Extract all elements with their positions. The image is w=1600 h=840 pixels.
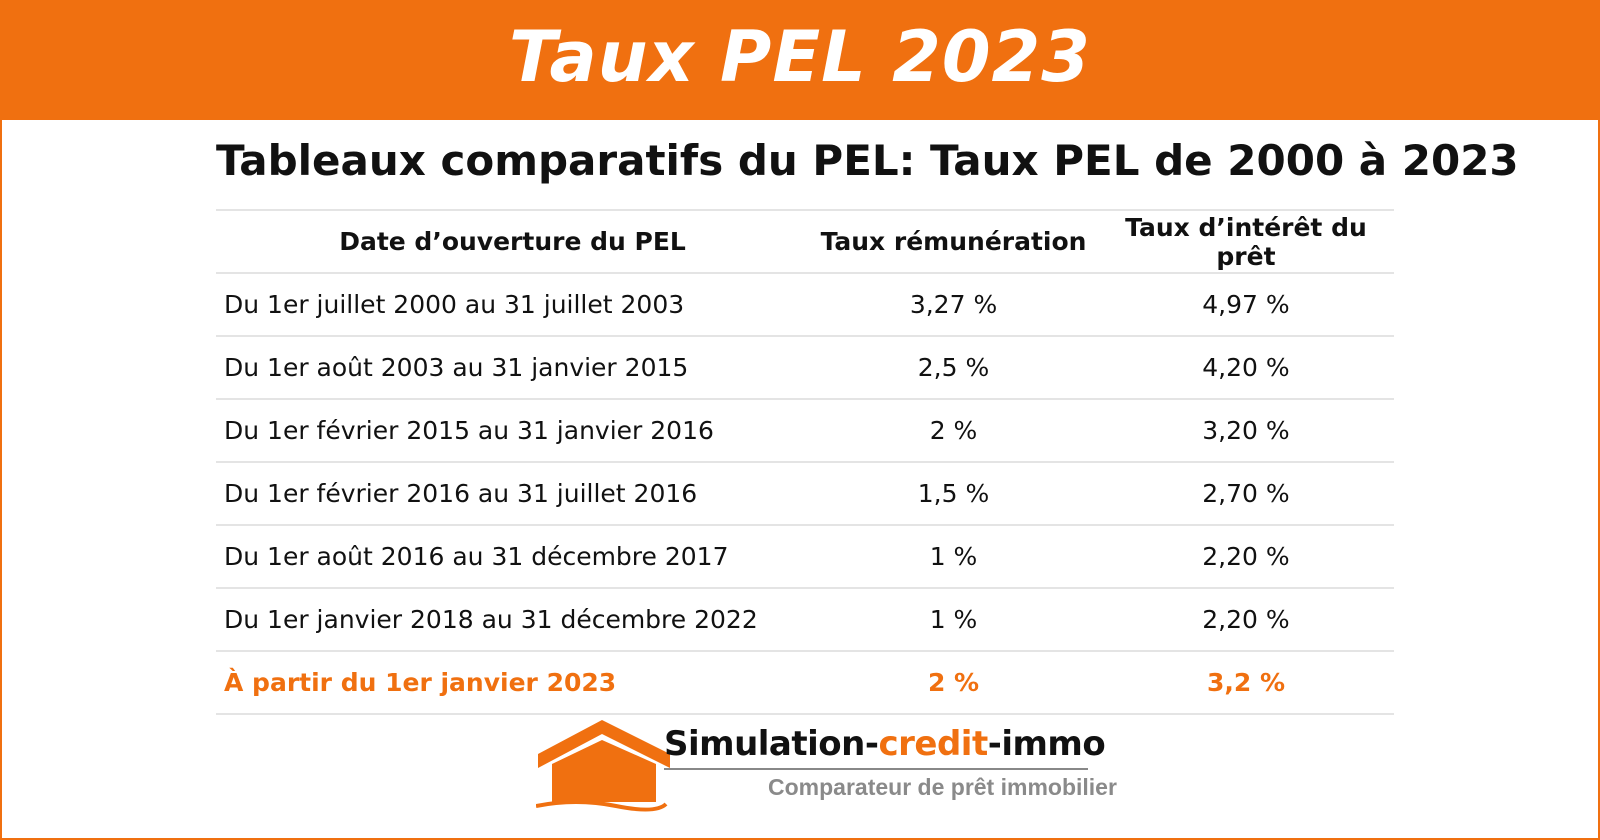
cell-remuneration: 1 % [809, 587, 1098, 651]
cell-remuneration: 2 % [809, 650, 1098, 715]
table-row-current: À partir du 1er janvier 2023 2 % 3,2 % [216, 650, 1394, 715]
cell-loan-rate: 4,97 % [1097, 272, 1394, 336]
cell-period: Du 1er janvier 2018 au 31 décembre 2022 [216, 587, 810, 651]
header-banner: Taux PEL 2023 [2, 2, 1598, 120]
cell-period: Du 1er février 2015 au 31 janvier 2016 [216, 398, 810, 462]
cell-period: Du 1er juillet 2000 au 31 juillet 2003 [216, 272, 810, 336]
cell-loan-rate: 2,20 % [1097, 524, 1394, 588]
table-row: Du 1er février 2016 au 31 juillet 2016 1… [216, 461, 1394, 525]
brand-divider [664, 768, 1088, 770]
cell-remuneration: 1,5 % [809, 461, 1098, 525]
table-row: Du 1er février 2015 au 31 janvier 2016 2… [216, 398, 1394, 462]
brand-name-part-2: credit [878, 724, 988, 764]
header-remuneration: Taux rémunération [809, 209, 1098, 273]
cell-loan-rate: 3,20 % [1097, 398, 1394, 462]
cell-loan-rate: 2,20 % [1097, 587, 1394, 651]
brand-name-part-3: -immo [987, 724, 1106, 764]
cell-remuneration: 1 % [809, 524, 1098, 588]
table-row: Du 1er janvier 2018 au 31 décembre 2022 … [216, 587, 1394, 651]
cell-period: Du 1er août 2003 au 31 janvier 2015 [216, 335, 810, 399]
cell-remuneration: 2 % [809, 398, 1098, 462]
cell-period: À partir du 1er janvier 2023 [216, 650, 810, 715]
header-period: Date d’ouverture du PEL [216, 209, 810, 273]
brand-tagline: Comparateur de prêt immobilier [768, 774, 1117, 800]
table-row: Du 1er juillet 2000 au 31 juillet 2003 3… [216, 272, 1394, 336]
cell-loan-rate: 2,70 % [1097, 461, 1394, 525]
cell-loan-rate: 4,20 % [1097, 335, 1394, 399]
cell-period: Du 1er février 2016 au 31 juillet 2016 [216, 461, 810, 525]
table-row: Du 1er août 2003 au 31 janvier 2015 2,5 … [216, 335, 1394, 399]
brand-name-part-1: Simulation- [664, 724, 879, 764]
table-header-row: Date d’ouverture du PEL Taux rémunératio… [216, 209, 1394, 273]
table-title: Tableaux comparatifs du PEL: Taux PEL de… [216, 136, 1519, 185]
cell-loan-rate: 3,2 % [1097, 650, 1394, 715]
table-row: Du 1er août 2016 au 31 décembre 2017 1 %… [216, 524, 1394, 588]
header-loan-rate: Taux d’intérêt du prêt [1097, 209, 1394, 273]
banner-title: Taux PEL 2023 [509, 16, 1091, 98]
house-icon [536, 720, 670, 812]
cell-remuneration: 2,5 % [809, 335, 1098, 399]
pel-rates-table: Date d’ouverture du PEL Taux rémunératio… [216, 209, 1394, 715]
cell-remuneration: 3,27 % [809, 272, 1098, 336]
brand-logo: Simulation-credit-immo Comparateur de pr… [536, 716, 1117, 816]
cell-period: Du 1er août 2016 au 31 décembre 2017 [216, 524, 810, 588]
brand-name: Simulation-credit-immo [664, 724, 1106, 764]
